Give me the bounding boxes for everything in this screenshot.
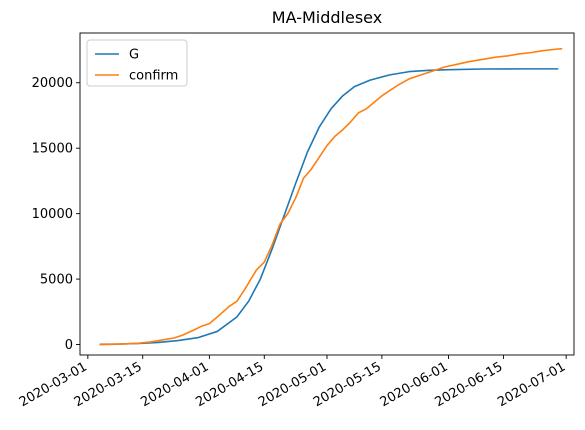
y-tick-label: 5000 (40, 273, 73, 288)
y-tick-label: 20000 (32, 76, 73, 91)
series-line-confirm (99, 47, 563, 346)
y-tick-label: 10000 (32, 207, 73, 222)
plot-area (99, 47, 563, 346)
series-line-g (99, 68, 559, 346)
legend-label-confirm: confirm (129, 69, 178, 84)
chart-title: MA-Middlesex (272, 8, 382, 27)
y-tick-label: 0 (65, 338, 73, 353)
legend-label-g: G (129, 48, 139, 63)
y-tick-label: 15000 (32, 142, 73, 157)
